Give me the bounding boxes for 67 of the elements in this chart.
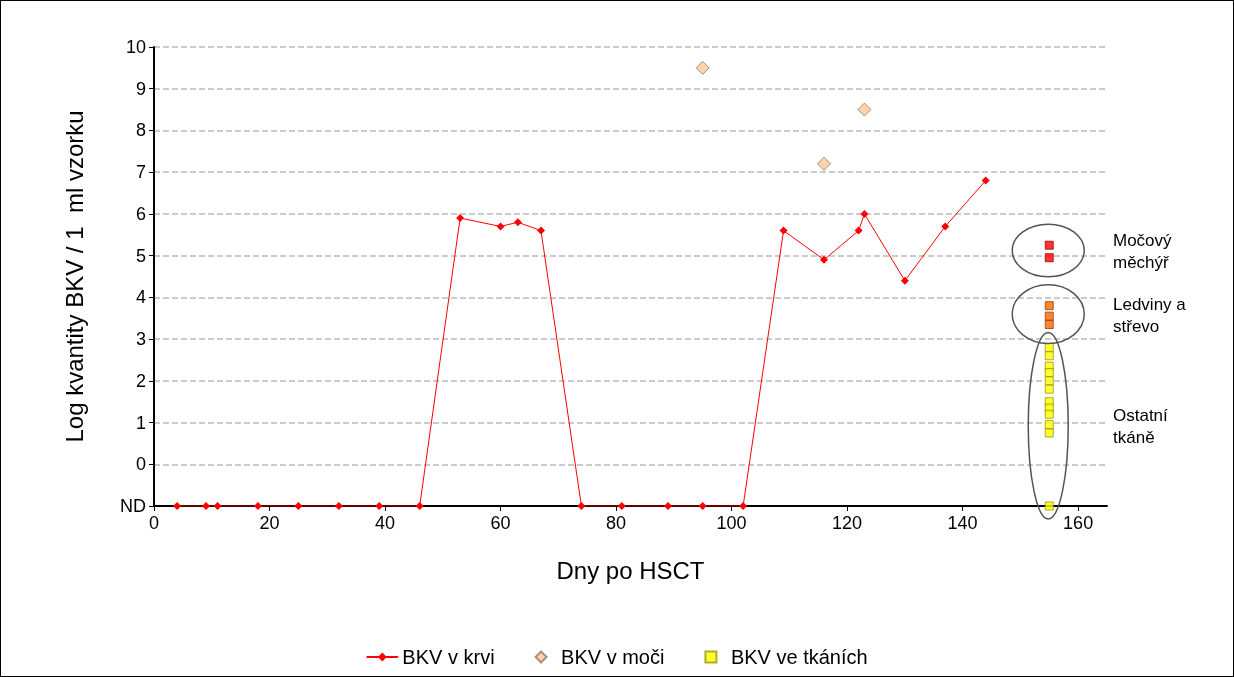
x-tick-label: 40 (375, 513, 396, 533)
text: Ledviny a střevo (1113, 294, 1187, 336)
point (496, 222, 505, 231)
point (1044, 384, 1054, 394)
point (857, 102, 872, 117)
y-tick-label: 3 (135, 329, 146, 350)
y-tick-label: 6 (135, 203, 146, 224)
y-tick-label: 5 (135, 245, 146, 266)
x-tick-label: 80 (606, 513, 627, 533)
point (1044, 409, 1054, 419)
point (294, 502, 303, 510)
point (1044, 301, 1054, 311)
point (456, 214, 465, 223)
y-tick-label: 1 (135, 412, 146, 433)
x-tick-label: 160 (1063, 513, 1094, 533)
point (941, 222, 950, 231)
y-tick-label: 8 (135, 120, 146, 141)
point (695, 60, 710, 75)
point (415, 502, 424, 510)
legend-label: BKV ve tkáních (730, 646, 868, 668)
point (375, 502, 384, 510)
point (1044, 367, 1054, 377)
point (1044, 501, 1054, 511)
point (664, 502, 673, 510)
point (698, 502, 707, 510)
text: Močový měchýř (1113, 230, 1173, 272)
x-tick-label: 0 (148, 513, 160, 533)
point (1044, 319, 1054, 329)
x-tick-label: 100 (716, 513, 747, 533)
text: Ostatní tkáně (1113, 406, 1169, 448)
point (334, 502, 343, 510)
point (1044, 428, 1054, 438)
y-axis-title: Log kvantity BKV / 1 ml vzorku (60, 110, 88, 443)
legend-label: BKV v krvi (402, 646, 495, 668)
point (819, 255, 828, 264)
point (536, 226, 545, 235)
point (201, 502, 210, 510)
point (779, 226, 788, 235)
y-tick-label: 9 (135, 78, 146, 99)
x-tick-label: 120 (832, 513, 863, 533)
x-tick-label: 20 (259, 513, 280, 533)
point (1044, 420, 1054, 430)
point (860, 209, 869, 218)
y-tick-label: 7 (135, 162, 146, 183)
point (253, 502, 262, 510)
point (577, 502, 586, 510)
point (1044, 376, 1054, 386)
y-tick-label: 4 (135, 287, 146, 308)
x-tick-label: 60 (490, 513, 511, 533)
point (816, 156, 831, 171)
x-axis-title: Dny po HSCT (556, 556, 705, 584)
point (617, 502, 626, 510)
y-tick-label: ND (120, 496, 146, 516)
point (513, 218, 522, 227)
y-tick-label: 0 (135, 454, 146, 475)
point (854, 226, 863, 235)
y-tick-label: 2 (135, 370, 146, 391)
point (981, 176, 990, 185)
point (213, 502, 222, 510)
point (900, 276, 909, 285)
x-tick-label: 140 (947, 513, 978, 533)
legend-label: BKV v moči (561, 646, 665, 668)
point (739, 502, 748, 510)
y-tick-label: 10 (125, 37, 146, 57)
point (1044, 311, 1054, 321)
point (1044, 351, 1054, 361)
point (173, 502, 182, 510)
